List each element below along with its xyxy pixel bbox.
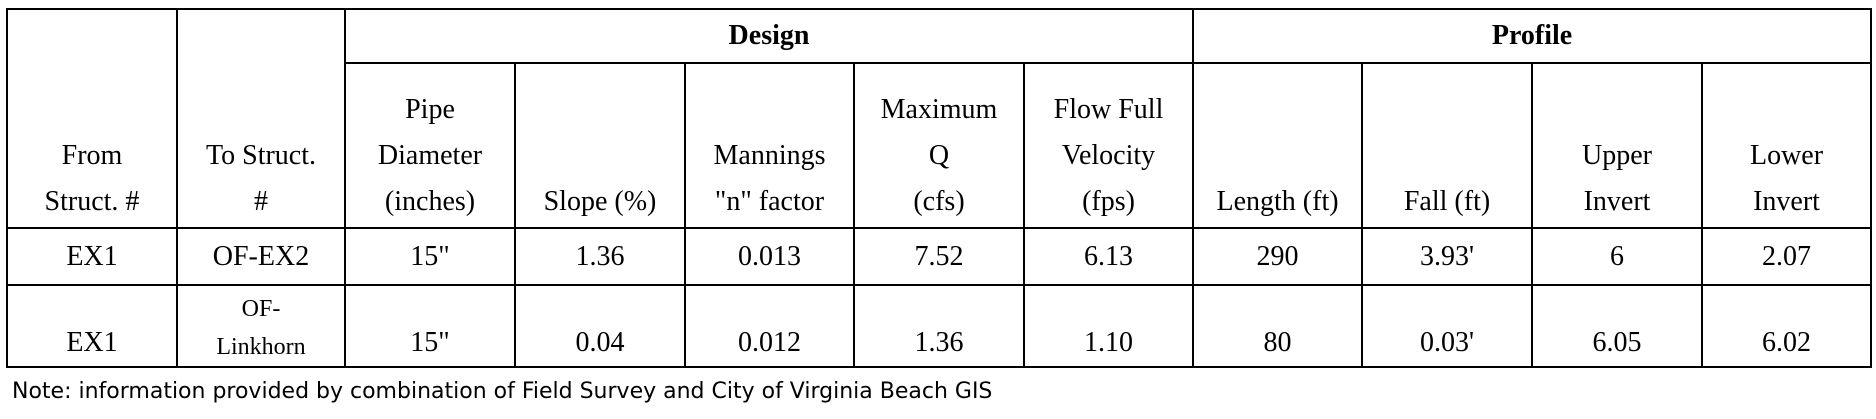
cell: 6.02 bbox=[1701, 284, 1873, 368]
cell: 6.05 bbox=[1531, 284, 1704, 368]
cell: OF-EX2 bbox=[176, 227, 346, 286]
column-header-row: From Struct. # To Struct. # Pipe Diameter … bbox=[6, 62, 1873, 229]
cell: 6.13 bbox=[1022, 227, 1195, 286]
cell: 15" bbox=[344, 227, 516, 286]
cell: 1.36 bbox=[514, 227, 686, 286]
cell: 2.07 bbox=[1701, 227, 1873, 286]
cell: 0.013 bbox=[684, 227, 855, 286]
cell: 0.012 bbox=[684, 284, 855, 368]
column-header: Maximum Q (cfs) bbox=[853, 62, 1025, 229]
cell: EX1 bbox=[6, 284, 178, 368]
cell: 80 bbox=[1192, 284, 1364, 368]
cell: 0.04 bbox=[514, 284, 686, 368]
column-header: Pipe Diameter (inches) bbox=[344, 62, 516, 229]
data-row: EX1 OF- Linkhorn 15" 0.04 0.012 1.36 1.10 80 0.0… bbox=[6, 284, 1873, 368]
data-table: Design Profile From Struct. # To Struct. # P… bbox=[6, 8, 1873, 368]
column-header: To Struct. # bbox=[176, 63, 346, 229]
blank-cell bbox=[6, 8, 178, 63]
column-header: Flow Full Velocity (fps) bbox=[1022, 62, 1195, 229]
cell: 1.36 bbox=[853, 284, 1025, 368]
group-header: Design bbox=[343, 8, 1195, 64]
cell: 0.03' bbox=[1361, 284, 1534, 368]
cell: OF- Linkhorn bbox=[176, 284, 346, 368]
cell: 3.93' bbox=[1361, 227, 1534, 286]
column-header: From Struct. # bbox=[6, 63, 178, 229]
cell: 1.10 bbox=[1022, 284, 1195, 368]
cell: 7.52 bbox=[853, 227, 1025, 286]
group-header: Profile bbox=[1192, 8, 1873, 64]
footnote: Note: information provided by combinatio… bbox=[12, 379, 993, 404]
cell: 290 bbox=[1192, 227, 1364, 286]
column-header: Length (ft) bbox=[1192, 62, 1364, 229]
column-header: Upper Invert bbox=[1531, 62, 1704, 229]
column-header: Slope (%) bbox=[514, 62, 686, 229]
blank-cell bbox=[176, 8, 346, 63]
column-header: Lower Invert bbox=[1701, 62, 1873, 229]
group-header-row: Design Profile bbox=[6, 8, 1873, 64]
column-header: Fall (ft) bbox=[1361, 62, 1534, 229]
column-header: Mannings "n" factor bbox=[684, 62, 855, 229]
data-row: EX1 OF-EX2 15" 1.36 0.013 7.52 6.13 290 3.93' 6 2.… bbox=[6, 227, 1873, 286]
cell: 15" bbox=[344, 284, 516, 368]
cell: 6 bbox=[1531, 227, 1704, 286]
cell: EX1 bbox=[6, 227, 178, 286]
